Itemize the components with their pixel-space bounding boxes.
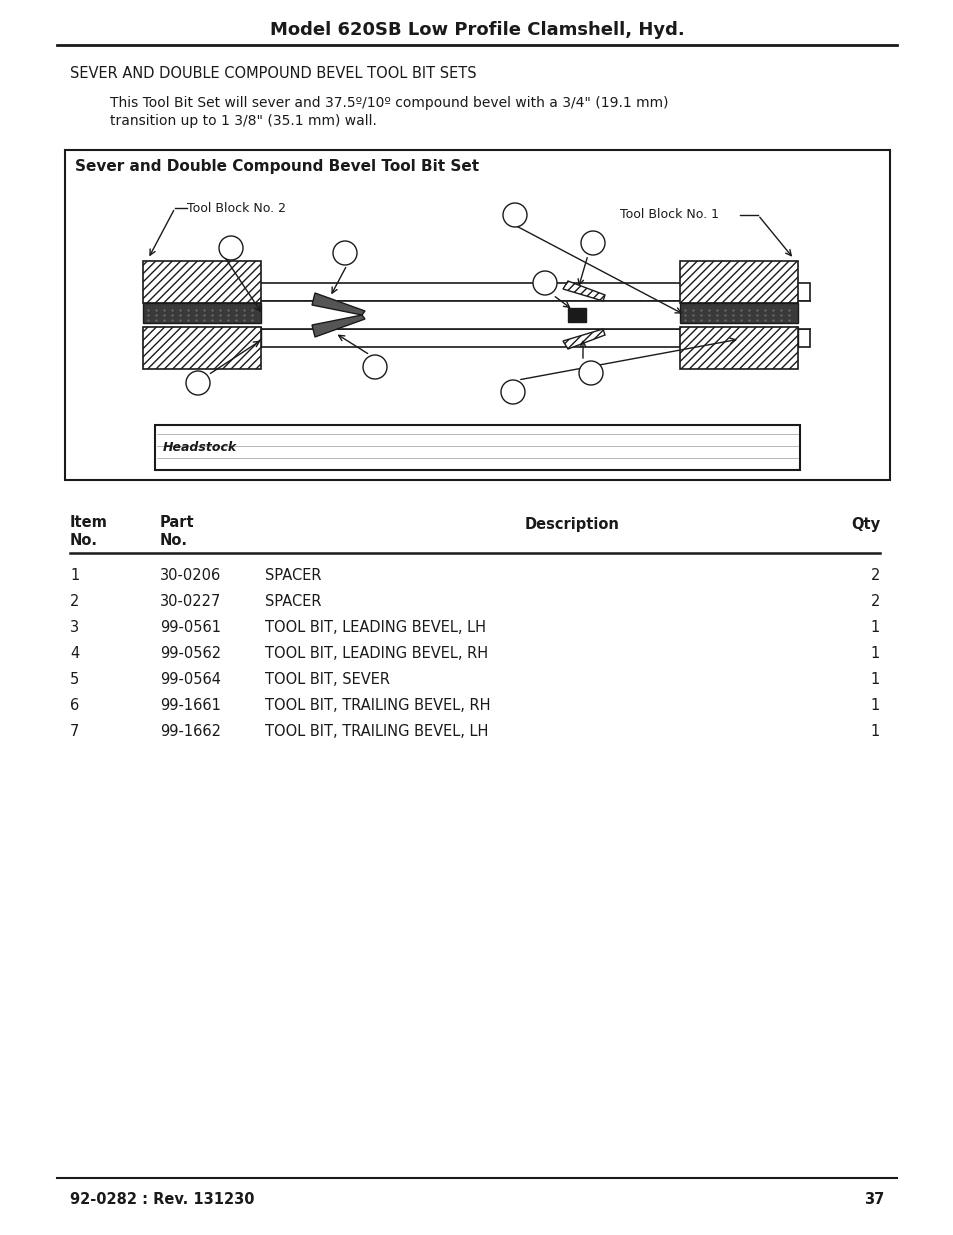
Text: Sever and Double Compound Bevel Tool Bit Set: Sever and Double Compound Bevel Tool Bit… bbox=[75, 158, 478, 173]
Text: 99-1662: 99-1662 bbox=[160, 724, 221, 739]
Text: 30-0227: 30-0227 bbox=[160, 594, 221, 609]
Text: 92-0282 : Rev. 131230: 92-0282 : Rev. 131230 bbox=[70, 1193, 254, 1208]
Circle shape bbox=[219, 236, 243, 261]
Text: 2: 2 bbox=[870, 594, 879, 609]
Bar bbox=[567, 308, 585, 322]
Text: Tool Block No. 1: Tool Block No. 1 bbox=[619, 209, 719, 221]
Bar bbox=[220, 329, 809, 347]
Circle shape bbox=[500, 380, 524, 404]
Text: 7: 7 bbox=[70, 724, 79, 739]
Text: Description: Description bbox=[524, 516, 619, 531]
Text: 5: 5 bbox=[70, 672, 79, 687]
Text: This Tool Bit Set will sever and 37.5º/10º compound bevel with a 3/4" (19.1 mm): This Tool Bit Set will sever and 37.5º/1… bbox=[110, 96, 668, 110]
Text: Headstock: Headstock bbox=[163, 441, 237, 454]
Bar bbox=[220, 301, 809, 329]
Text: Tool Block No. 2: Tool Block No. 2 bbox=[187, 201, 286, 215]
Bar bbox=[65, 149, 889, 480]
Bar bbox=[154, 425, 800, 471]
Text: SEVER AND DOUBLE COMPOUND BEVEL TOOL BIT SETS: SEVER AND DOUBLE COMPOUND BEVEL TOOL BIT… bbox=[70, 65, 476, 80]
Circle shape bbox=[363, 354, 387, 379]
Text: 1: 1 bbox=[870, 620, 879, 635]
Bar bbox=[679, 261, 797, 303]
Text: 1: 1 bbox=[870, 724, 879, 739]
Text: Item: Item bbox=[70, 515, 108, 530]
Text: 1: 1 bbox=[70, 568, 79, 583]
Text: 7: 7 bbox=[589, 236, 597, 249]
Bar bbox=[679, 327, 797, 347]
Text: 4: 4 bbox=[70, 646, 79, 661]
Bar bbox=[220, 283, 809, 301]
Circle shape bbox=[580, 231, 604, 254]
Polygon shape bbox=[312, 315, 365, 337]
Text: 6: 6 bbox=[70, 698, 79, 713]
Text: 1: 1 bbox=[194, 377, 201, 389]
Bar bbox=[143, 327, 261, 369]
Text: 37: 37 bbox=[862, 1193, 883, 1208]
Circle shape bbox=[333, 241, 356, 266]
Text: No.: No. bbox=[70, 534, 98, 548]
Text: 1: 1 bbox=[227, 242, 234, 254]
Text: 99-0562: 99-0562 bbox=[160, 646, 221, 661]
Text: 2: 2 bbox=[509, 385, 517, 399]
Circle shape bbox=[533, 270, 557, 295]
Text: 2: 2 bbox=[70, 594, 79, 609]
Bar bbox=[679, 327, 797, 369]
Text: No.: No. bbox=[160, 534, 188, 548]
Text: Part: Part bbox=[160, 515, 194, 530]
Bar bbox=[143, 261, 261, 303]
Text: TOOL BIT, TRAILING BEVEL, LH: TOOL BIT, TRAILING BEVEL, LH bbox=[265, 724, 488, 739]
Text: SPACER: SPACER bbox=[265, 594, 321, 609]
Text: TOOL BIT, TRAILING BEVEL, RH: TOOL BIT, TRAILING BEVEL, RH bbox=[265, 698, 490, 713]
Bar bbox=[143, 303, 261, 324]
Text: TOOL BIT, LEADING BEVEL, LH: TOOL BIT, LEADING BEVEL, LH bbox=[265, 620, 485, 635]
Text: 3: 3 bbox=[341, 247, 349, 259]
Text: 99-0564: 99-0564 bbox=[160, 672, 221, 687]
Text: 1: 1 bbox=[870, 672, 879, 687]
Text: 99-1661: 99-1661 bbox=[160, 698, 221, 713]
Text: 4: 4 bbox=[371, 361, 378, 373]
Circle shape bbox=[502, 203, 526, 227]
Polygon shape bbox=[312, 293, 365, 315]
Text: 1: 1 bbox=[870, 646, 879, 661]
Text: 6: 6 bbox=[587, 367, 594, 379]
Text: SPACER: SPACER bbox=[265, 568, 321, 583]
Text: 1: 1 bbox=[870, 698, 879, 713]
Text: Model 620SB Low Profile Clamshell, Hyd.: Model 620SB Low Profile Clamshell, Hyd. bbox=[270, 21, 683, 40]
Polygon shape bbox=[562, 282, 604, 301]
Text: 5: 5 bbox=[540, 277, 548, 289]
Text: 2: 2 bbox=[870, 568, 879, 583]
Text: 99-0561: 99-0561 bbox=[160, 620, 221, 635]
Bar bbox=[143, 327, 261, 347]
Text: Qty: Qty bbox=[850, 516, 879, 531]
Polygon shape bbox=[562, 329, 604, 350]
Circle shape bbox=[186, 370, 210, 395]
Text: TOOL BIT, SEVER: TOOL BIT, SEVER bbox=[265, 672, 390, 687]
Text: 30-0206: 30-0206 bbox=[160, 568, 221, 583]
Text: 3: 3 bbox=[70, 620, 79, 635]
Text: TOOL BIT, LEADING BEVEL, RH: TOOL BIT, LEADING BEVEL, RH bbox=[265, 646, 488, 661]
Circle shape bbox=[578, 361, 602, 385]
Text: 2: 2 bbox=[511, 209, 518, 221]
Bar bbox=[679, 303, 797, 324]
Text: transition up to 1 3/8" (35.1 mm) wall.: transition up to 1 3/8" (35.1 mm) wall. bbox=[110, 114, 376, 128]
